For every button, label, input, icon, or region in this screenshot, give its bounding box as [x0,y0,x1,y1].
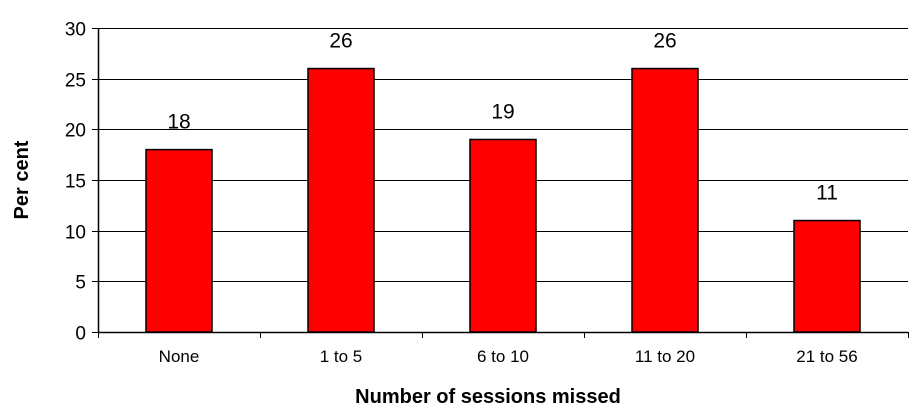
labels: 0 5 10 15 20 25 30 18 None 26 1 to 5 19 6 to 10 26 11 … [65,20,858,367]
x-tick-label: 11 to 20 [635,347,695,366]
x-tick-label: None [159,347,200,366]
y-tick-label: 25 [65,71,86,92]
data-label: 19 [491,100,514,123]
y-tick-label: 0 [75,324,86,345]
data-label: 11 [816,182,838,205]
y-tick-label: 30 [65,20,86,41]
bar [145,148,213,333]
data-label: 18 [167,111,190,134]
bar [793,219,861,333]
bars [145,67,861,333]
bar [307,67,375,333]
y-tick-label: 5 [75,273,86,294]
bar [631,67,699,333]
axes [92,28,909,338]
x-tick-label: 1 to 5 [320,347,363,366]
x-axis-title: Number of sessions missed [355,386,621,408]
y-tick-label: 20 [65,121,86,142]
y-tick-label: 15 [65,172,86,193]
data-label: 26 [653,30,676,53]
y-tick-label: 10 [65,223,86,244]
data-label: 26 [329,30,352,53]
x-tick-label: 21 to 56 [796,347,857,366]
y-axis-title: Per cent [11,140,33,219]
bar [469,138,537,333]
x-tick-label: 6 to 10 [477,347,529,366]
